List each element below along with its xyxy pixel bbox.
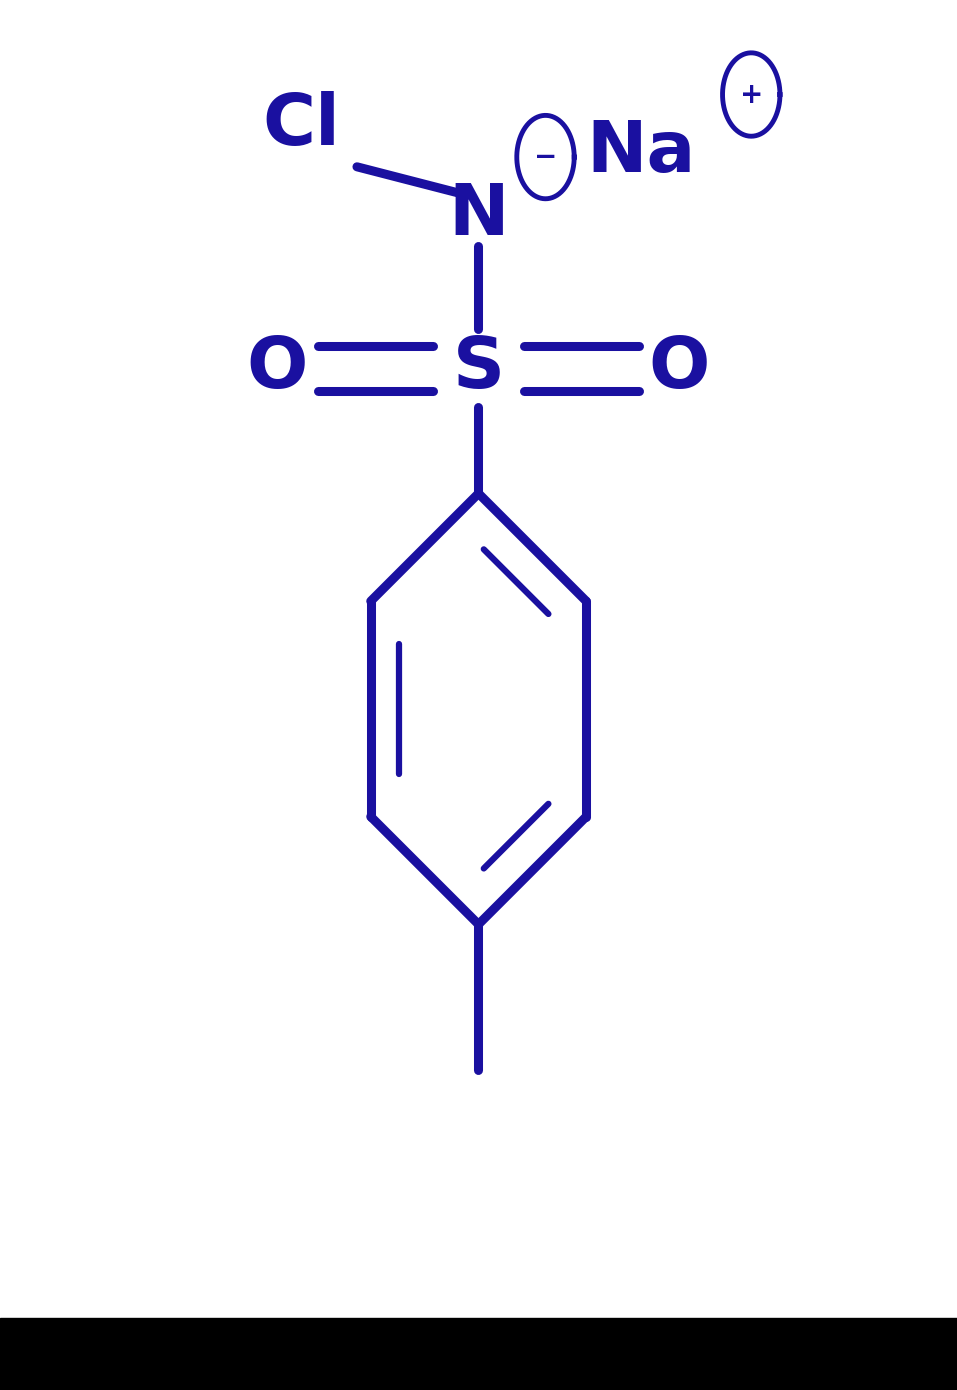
Text: −: − bbox=[534, 143, 557, 171]
Text: +: + bbox=[740, 81, 763, 108]
Text: Cl: Cl bbox=[262, 90, 341, 160]
Text: O: O bbox=[649, 334, 710, 403]
Text: alamy: alamy bbox=[29, 1341, 113, 1366]
Text: O: O bbox=[247, 334, 308, 403]
Text: Na: Na bbox=[587, 118, 696, 188]
Text: S: S bbox=[453, 334, 504, 403]
Text: N: N bbox=[448, 181, 509, 250]
Bar bbox=[0, 1318, 957, 1390]
Text: Image ID: 2C9JRMT
www.alamy.com: Image ID: 2C9JRMT www.alamy.com bbox=[821, 1343, 928, 1365]
